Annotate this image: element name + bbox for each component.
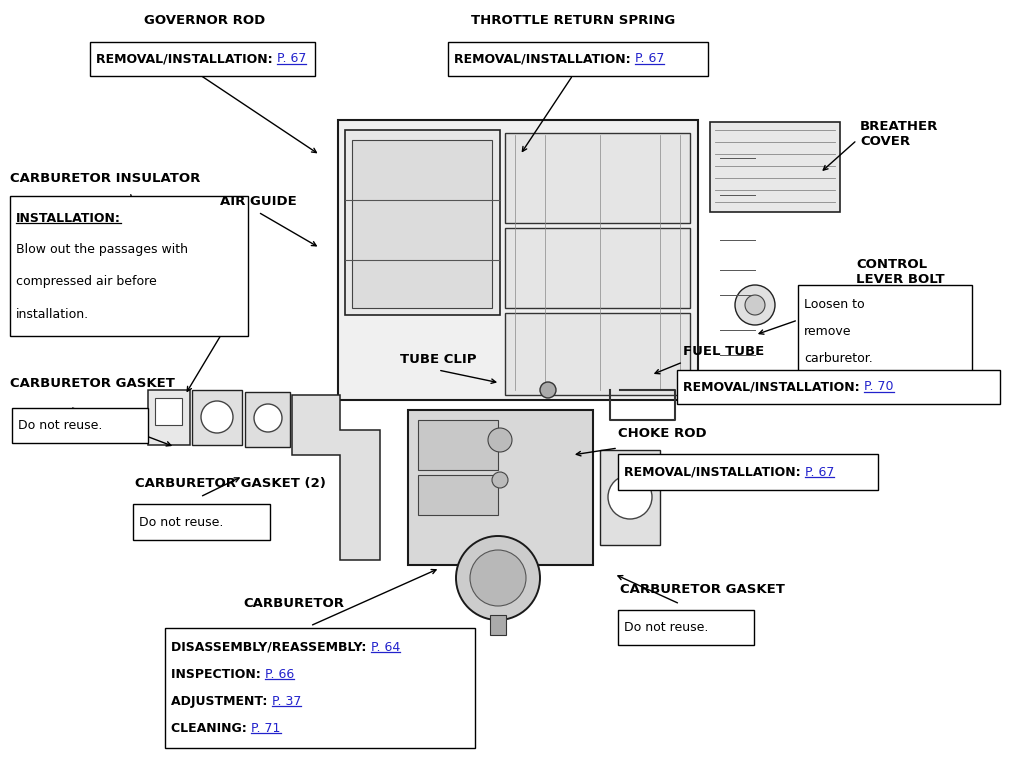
Text: REMOVAL/INSTALLATION:: REMOVAL/INSTALLATION: — [96, 52, 278, 66]
Text: CARBURETOR GASKET: CARBURETOR GASKET — [620, 583, 784, 596]
Polygon shape — [148, 390, 190, 445]
FancyBboxPatch shape — [12, 408, 148, 443]
FancyBboxPatch shape — [10, 196, 248, 336]
FancyBboxPatch shape — [133, 504, 270, 540]
Text: P. 71: P. 71 — [251, 722, 281, 735]
Circle shape — [456, 536, 540, 620]
Text: TUBE CLIP: TUBE CLIP — [399, 353, 476, 366]
Text: P. 67: P. 67 — [635, 52, 665, 66]
Text: P. 64: P. 64 — [371, 641, 400, 654]
Circle shape — [745, 295, 765, 315]
Text: INSPECTION:: INSPECTION: — [171, 668, 265, 681]
Text: P. 67: P. 67 — [805, 466, 835, 478]
Text: CARBURETOR GASKET (2): CARBURETOR GASKET (2) — [135, 477, 326, 490]
FancyBboxPatch shape — [618, 454, 878, 490]
Circle shape — [488, 428, 512, 452]
Text: CLEANING:: CLEANING: — [171, 722, 251, 735]
Text: GOVERNOR ROD: GOVERNOR ROD — [144, 14, 265, 27]
Bar — [505, 313, 690, 395]
Text: Loosen to: Loosen to — [804, 298, 864, 311]
Text: CARBURETOR INSULATOR: CARBURETOR INSULATOR — [10, 172, 201, 185]
Text: BREATHER
COVER: BREATHER COVER — [860, 120, 938, 148]
Text: CARBURETOR: CARBURETOR — [243, 597, 344, 610]
Bar — [245, 392, 290, 447]
Bar — [490, 615, 506, 635]
Bar — [155, 398, 182, 425]
Bar — [408, 410, 593, 565]
Text: DISASSEMBLY/REASSEMBLY:: DISASSEMBLY/REASSEMBLY: — [171, 641, 371, 654]
Bar — [418, 420, 498, 470]
Polygon shape — [138, 410, 148, 424]
Text: REMOVAL/INSTALLATION:: REMOVAL/INSTALLATION: — [454, 52, 635, 66]
Text: Do not reuse.: Do not reuse. — [18, 419, 102, 432]
Text: REMOVAL/INSTALLATION:: REMOVAL/INSTALLATION: — [624, 466, 805, 478]
FancyBboxPatch shape — [165, 628, 475, 748]
Circle shape — [608, 475, 652, 519]
Bar — [193, 390, 242, 445]
Text: CHOKE ROD: CHOKE ROD — [618, 427, 707, 440]
FancyBboxPatch shape — [90, 42, 315, 76]
Text: INSTALLATION:: INSTALLATION: — [16, 211, 121, 225]
Text: CONTROL
LEVER BOLT: CONTROL LEVER BOLT — [856, 258, 944, 286]
Text: P. 66: P. 66 — [265, 668, 294, 681]
Circle shape — [254, 404, 282, 432]
Bar — [345, 130, 500, 315]
Text: P. 37: P. 37 — [271, 695, 301, 708]
Text: Do not reuse.: Do not reuse. — [139, 516, 223, 529]
Text: carburetor.: carburetor. — [804, 352, 872, 365]
Polygon shape — [292, 395, 380, 560]
Text: ADJUSTMENT:: ADJUSTMENT: — [171, 695, 271, 708]
Text: installation.: installation. — [16, 307, 89, 321]
Polygon shape — [600, 450, 660, 545]
Circle shape — [492, 472, 508, 488]
Text: P. 70: P. 70 — [864, 381, 894, 393]
Text: THROTTLE RETURN SPRING: THROTTLE RETURN SPRING — [471, 14, 675, 27]
FancyBboxPatch shape — [449, 42, 708, 76]
Bar — [418, 475, 498, 515]
Text: REMOVAL/INSTALLATION:: REMOVAL/INSTALLATION: — [683, 381, 864, 393]
Bar — [505, 133, 690, 223]
Text: Do not reuse.: Do not reuse. — [624, 621, 709, 634]
Bar — [352, 140, 492, 308]
Circle shape — [735, 285, 775, 325]
FancyBboxPatch shape — [798, 285, 972, 378]
FancyBboxPatch shape — [618, 610, 754, 645]
Text: AIR GUIDE: AIR GUIDE — [219, 195, 296, 208]
FancyBboxPatch shape — [677, 370, 1000, 404]
Text: CARBURETOR GASKET: CARBURETOR GASKET — [10, 377, 175, 390]
Text: P. 67: P. 67 — [278, 52, 306, 66]
Text: remove: remove — [804, 325, 852, 338]
Text: compressed air before: compressed air before — [16, 275, 157, 289]
Bar — [505, 228, 690, 308]
Text: Blow out the passages with: Blow out the passages with — [16, 243, 188, 257]
Text: FUEL TUBE: FUEL TUBE — [683, 345, 764, 358]
Circle shape — [201, 401, 233, 433]
Bar — [338, 120, 698, 400]
Circle shape — [470, 550, 526, 606]
Circle shape — [540, 382, 556, 398]
Bar — [710, 122, 840, 212]
